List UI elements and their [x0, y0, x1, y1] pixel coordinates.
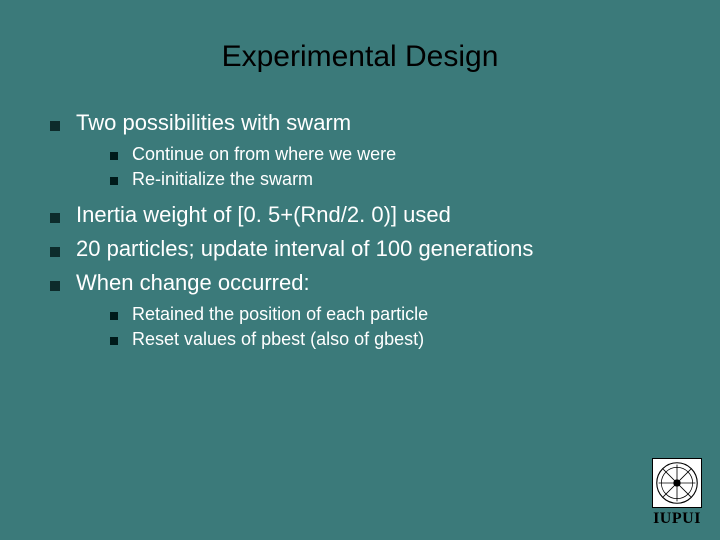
list-item-text: Inertia weight of [0. 5+(Rnd/2. 0)] used	[76, 202, 670, 228]
square-bullet-icon	[50, 121, 60, 131]
list-item: Retained the position of each particle	[110, 304, 670, 325]
list-item-text: Re-initialize the swarm	[132, 169, 670, 190]
bullet-sublist: Continue on from where we were Re-initia…	[110, 144, 670, 190]
list-item-text: Continue on from where we were	[132, 144, 670, 165]
square-bullet-icon	[50, 281, 60, 291]
square-bullet-icon	[110, 337, 118, 345]
list-item-text: Reset values of pbest (also of gbest)	[132, 329, 670, 350]
list-item-text: 20 particles; update interval of 100 gen…	[76, 236, 670, 262]
square-bullet-icon	[110, 312, 118, 320]
list-item-text: Two possibilities with swarm	[76, 110, 670, 136]
list-item: 20 particles; update interval of 100 gen…	[50, 236, 670, 262]
list-item: Reset values of pbest (also of gbest)	[110, 329, 670, 350]
square-bullet-icon	[110, 177, 118, 185]
list-item: Continue on from where we were	[110, 144, 670, 165]
slide-title: Experimental Design	[50, 40, 670, 74]
square-bullet-icon	[110, 152, 118, 160]
list-item-text: When change occurred:	[76, 270, 670, 296]
list-item-text: Retained the position of each particle	[132, 304, 670, 325]
slide: Experimental Design Two possibilities wi…	[0, 0, 720, 540]
list-item: Two possibilities with swarm	[50, 110, 670, 136]
list-item: Inertia weight of [0. 5+(Rnd/2. 0)] used	[50, 202, 670, 228]
square-bullet-icon	[50, 213, 60, 223]
list-item: Re-initialize the swarm	[110, 169, 670, 190]
footer-logo: IUPUI	[652, 458, 702, 528]
university-seal-icon	[652, 458, 702, 508]
bullet-list: Inertia weight of [0. 5+(Rnd/2. 0)] used…	[50, 202, 670, 296]
bullet-sublist: Retained the position of each particle R…	[110, 304, 670, 350]
list-item: When change occurred:	[50, 270, 670, 296]
bullet-list: Two possibilities with swarm	[50, 110, 670, 136]
footer-logo-label: IUPUI	[652, 510, 702, 528]
square-bullet-icon	[50, 247, 60, 257]
